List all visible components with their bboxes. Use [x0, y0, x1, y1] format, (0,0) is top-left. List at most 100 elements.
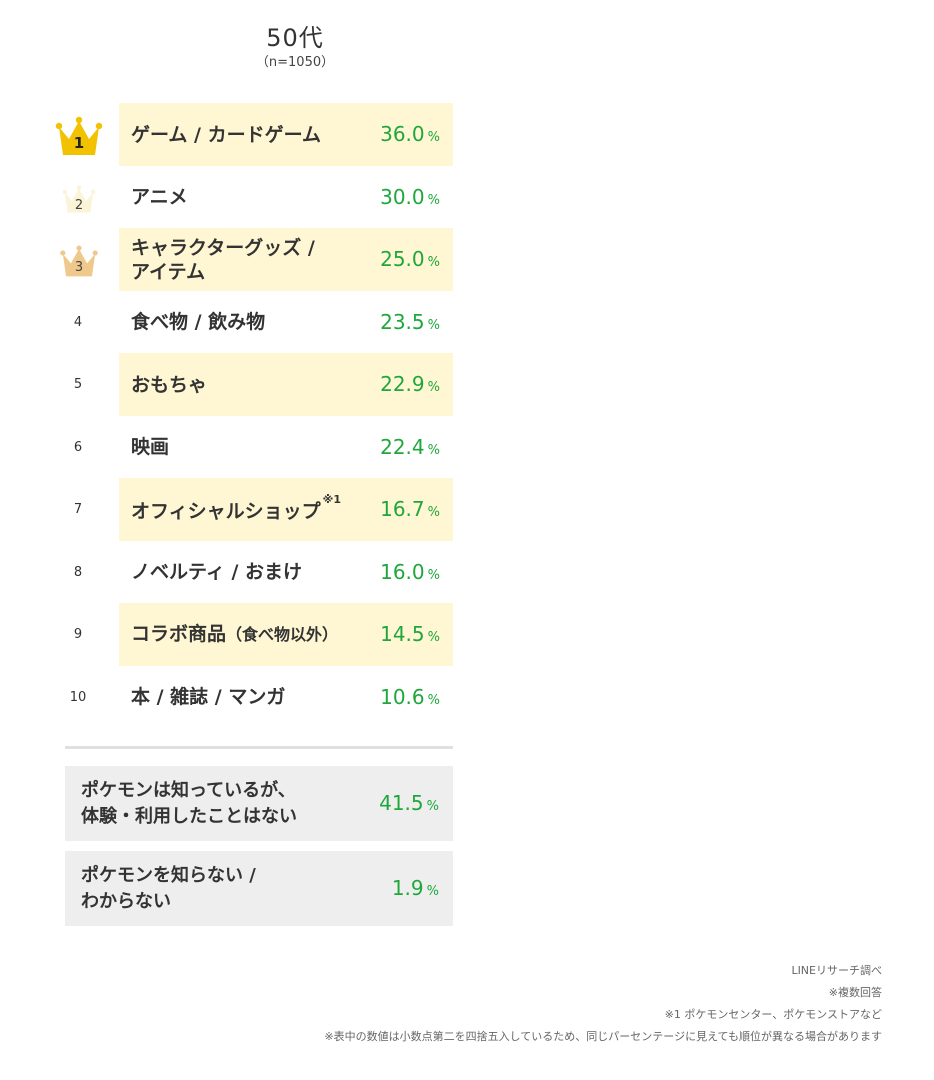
rank-row: 4 食べ物 / 飲み物 23.5%	[0, 291, 460, 354]
row-percent: 22.4%	[380, 416, 440, 479]
percent-value: 1.9	[391, 876, 424, 900]
row-label: アニメ	[131, 166, 371, 229]
row-label: おもちゃ	[131, 353, 371, 416]
row-label: 食べ物 / 飲み物	[131, 291, 371, 354]
row-label-text: ノベルティ / おまけ	[131, 561, 303, 583]
rank-number: 8	[73, 564, 83, 580]
chart-title: 50代	[266, 24, 324, 52]
rank-number: 7	[73, 502, 83, 517]
percent-unit: %	[427, 380, 440, 395]
row-label-text: ポケモンを知らない / わからない	[81, 864, 256, 912]
percent-unit: %	[426, 884, 439, 899]
percent-unit: %	[427, 630, 440, 645]
row-band	[119, 228, 453, 291]
row-label: ポケモンは知っているが、 体験・利用したことはない	[81, 766, 341, 841]
percent-value: 22.9	[380, 372, 425, 396]
row-label-text: キャラクターグッズ / アイテム	[131, 236, 315, 283]
percent-unit: %	[426, 799, 439, 814]
percent-value: 22.4	[380, 434, 425, 459]
percent-value: 16.7	[380, 497, 425, 521]
row-label: キャラクターグッズ / アイテム	[131, 228, 371, 291]
row-band	[119, 478, 453, 541]
gold-crown-icon: 1	[55, 115, 103, 157]
row-band	[119, 103, 453, 166]
row-percent: 23.5%	[380, 291, 440, 354]
row-percent: 16.7%	[380, 478, 440, 541]
row-band	[119, 603, 453, 666]
percent-unit: %	[427, 317, 440, 333]
percent-value: 36.0	[380, 122, 425, 146]
percent-value: 14.5	[380, 622, 425, 646]
footnote-mark: ※1	[322, 493, 341, 507]
rank-row: 7 オフィシャルショップ※1 16.7%	[0, 478, 460, 541]
row-label: コラボ商品（食べ物以外）	[131, 603, 371, 666]
percent-unit: %	[427, 505, 440, 520]
chart-header: 50代 （n=1050）	[200, 22, 390, 72]
row-label-suffix: （食べ物以外）	[226, 625, 339, 644]
row-percent: 1.9%	[392, 851, 439, 926]
percent-value: 41.5	[379, 791, 424, 815]
rank-row: 5 おもちゃ 22.9%	[0, 353, 460, 416]
row-label-text: 食べ物 / 飲み物	[131, 311, 266, 333]
row-percent: 25.0%	[380, 228, 440, 291]
row-label-text: アニメ	[131, 186, 188, 208]
silver-crown-icon: 2	[62, 183, 96, 215]
rank-row: 2 アニメ 30.0%	[0, 166, 460, 229]
rank-number: 4	[73, 314, 83, 330]
chart-subtitle: （n=1050）	[255, 55, 335, 70]
note-rounding: ※表中の数値は小数点第二を四捨五入しているため、同じパーセンテージに見えても順位…	[324, 1030, 882, 1043]
other-row: ポケモンを知らない / わからない 1.9%	[65, 851, 453, 926]
rank-number: 1	[73, 134, 85, 152]
percent-value: 25.0	[380, 247, 425, 271]
percent-unit: %	[427, 442, 440, 458]
rank-row: 9 コラボ商品（食べ物以外） 14.5%	[0, 603, 460, 666]
other-row: ポケモンは知っているが、 体験・利用したことはない 41.5%	[65, 766, 453, 841]
row-label-text: 映画	[131, 436, 170, 458]
row-percent: 30.0%	[380, 166, 440, 229]
percent-unit: %	[427, 192, 440, 208]
row-label-text: 本 / 雑誌 / マンガ	[131, 686, 286, 708]
row-percent: 36.0%	[380, 103, 440, 166]
percent-unit: %	[427, 692, 440, 708]
row-label-text: オフィシャルショップ※1	[131, 493, 341, 523]
rank-row: 8 ノベルティ / おまけ 16.0%	[0, 541, 460, 604]
percent-unit: %	[427, 255, 440, 270]
note-source: LINEリサーチ調べ	[791, 964, 882, 977]
row-label-text: おもちゃ	[131, 373, 208, 396]
rank-number: 10	[69, 689, 87, 705]
row-label: 本 / 雑誌 / マンガ	[131, 666, 371, 729]
row-label: ゲーム / カードゲーム	[131, 103, 371, 166]
row-label: オフィシャルショップ※1	[131, 478, 371, 541]
rank-number: 2	[74, 197, 84, 213]
row-label-text: ゲーム / カードゲーム	[131, 123, 322, 146]
rank-row: 6 映画 22.4%	[0, 416, 460, 479]
row-label: 映画	[131, 416, 371, 479]
row-percent: 22.9%	[380, 353, 440, 416]
note-official-shop: ※1 ポケモンセンター、ポケモンストアなど	[664, 1008, 882, 1021]
percent-value: 16.0	[380, 559, 425, 584]
row-band	[119, 353, 453, 416]
percent-unit: %	[427, 130, 440, 145]
row-percent: 14.5%	[380, 603, 440, 666]
rank-row: 1 ゲーム / カードゲーム 36.0%	[0, 103, 460, 166]
row-percent: 16.0%	[380, 541, 440, 604]
rank-number: 6	[73, 439, 83, 455]
percent-value: 10.6	[380, 684, 425, 709]
row-label: ノベルティ / おまけ	[131, 541, 371, 604]
row-percent: 10.6%	[380, 666, 440, 729]
footnotes: LINEリサーチ調べ ※複数回答 ※1 ポケモンセンター、ポケモンストアなど ※…	[324, 960, 882, 1048]
row-percent: 41.5%	[379, 766, 439, 841]
percent-unit: %	[427, 567, 440, 583]
note-multiple-answer: ※複数回答	[828, 986, 882, 999]
row-label: ポケモンを知らない / わからない	[81, 851, 341, 926]
rank-row: 10 本 / 雑誌 / マンガ 10.6%	[0, 666, 460, 729]
row-label-text: コラボ商品（食べ物以外）	[131, 623, 339, 645]
rank-row: 3 キャラクターグッズ / アイテム 25.0%	[0, 228, 460, 291]
divider	[65, 746, 453, 749]
percent-value: 23.5	[380, 309, 425, 334]
row-label-text: ポケモンは知っているが、 体験・利用したことはない	[81, 779, 297, 827]
rank-number: 5	[73, 377, 83, 392]
percent-value: 30.0	[380, 184, 425, 209]
rank-number: 9	[73, 627, 83, 642]
bronze-crown-icon: 3	[58, 244, 100, 278]
